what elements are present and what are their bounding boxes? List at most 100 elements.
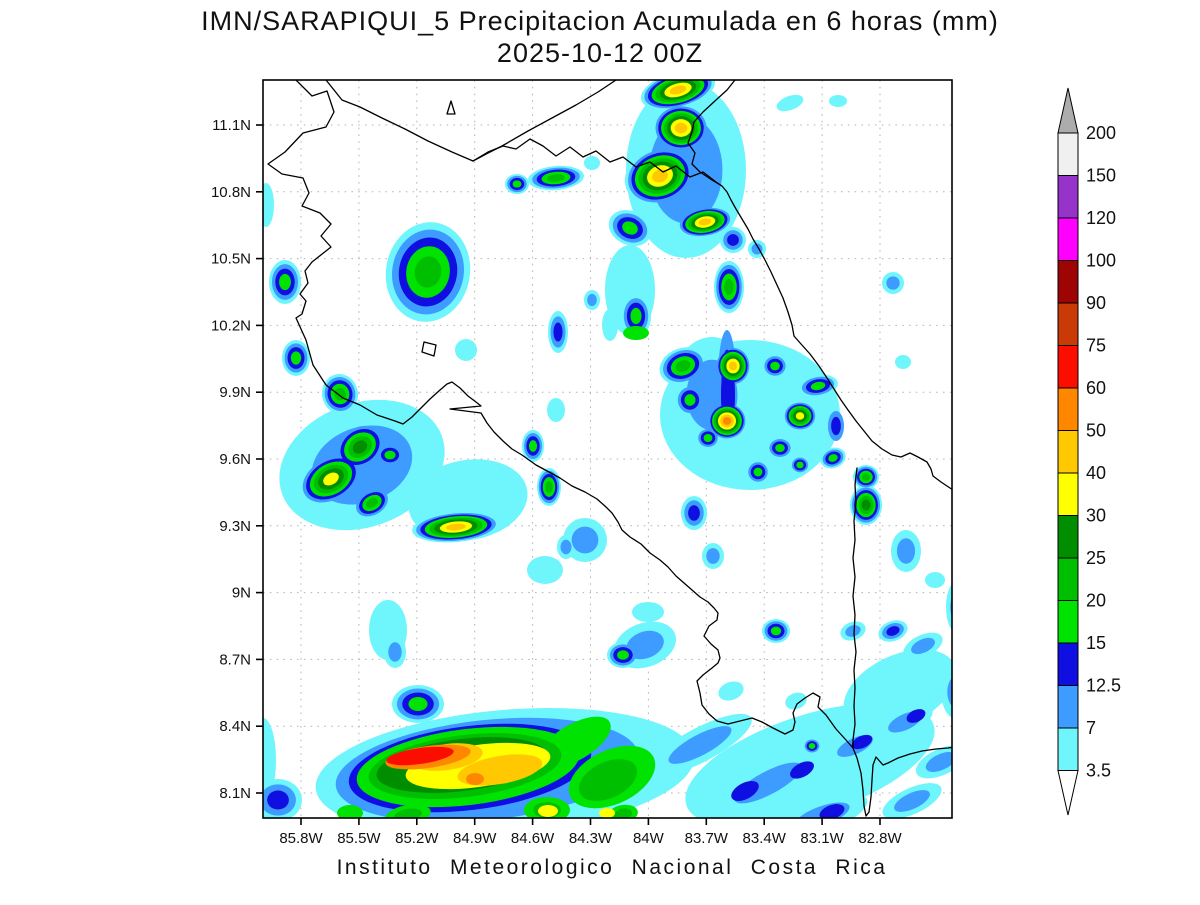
precip-contour-7mm — [751, 243, 763, 255]
precip-contour-15mm — [337, 805, 363, 818]
colorbar-legend: 200 150 120 100 90 75 60 50 40 30 25 20 15 12.5 7 3.5 — [1057, 87, 1121, 816]
precip-contour-40mm — [669, 85, 687, 95]
x-axis-label: 84.3W — [569, 830, 613, 847]
precip-contour-12.5mm — [831, 416, 841, 436]
precip-contour-15mm — [512, 180, 522, 188]
y-axis-label: 10.2N — [211, 317, 251, 334]
y-axis-label: 8.4N — [219, 718, 251, 735]
precip-contour-20mm — [861, 473, 871, 481]
precip-contour-3.5mm — [785, 692, 807, 710]
y-axis-label: 9.3N — [219, 518, 251, 535]
colorbar-segment — [1057, 557, 1079, 601]
precip-contour-3.5mm — [263, 718, 276, 802]
precip-contour-12.5mm — [906, 709, 926, 723]
precip-contour-12.5mm — [819, 804, 845, 818]
precip-contour-15mm — [770, 626, 782, 636]
colorbar-label: 50 — [1086, 421, 1106, 441]
precip-contour-3.5mm — [776, 94, 804, 112]
y-axis-label: 9N — [232, 585, 251, 602]
colorbar-label: 75 — [1086, 336, 1106, 356]
x-axis-label: 83.4W — [743, 830, 787, 847]
precip-contour-25mm — [352, 440, 368, 454]
precip-contour-15mm — [623, 326, 649, 340]
y-axis-label: 11.1N — [212, 117, 251, 134]
precip-contour-12.5mm — [267, 790, 289, 810]
precip-contour-12.5mm — [727, 234, 739, 246]
precip-contour-20mm — [547, 174, 565, 182]
colorbar-label: 3.5 — [1086, 761, 1111, 781]
pacific-coast — [267, 80, 952, 817]
colorbar-segment — [1057, 685, 1079, 729]
colorbar-segment — [1057, 472, 1079, 516]
precip-contour-25mm — [861, 499, 871, 511]
colorbar-segment — [1057, 302, 1079, 346]
precip-contour-30mm — [323, 472, 339, 486]
y-axis-label: 10.8N — [211, 184, 251, 201]
precip-contour-3.5mm — [527, 556, 563, 584]
precip-contour-15mm — [753, 467, 763, 477]
precip-contour-15mm — [290, 351, 302, 365]
precip-contour-12.5mm — [731, 781, 759, 801]
precip-contour-7mm — [947, 677, 952, 707]
caribbean-coast — [687, 80, 952, 490]
precip-contour-3.5mm — [547, 398, 565, 422]
colorbar-under-arrow — [1057, 770, 1079, 816]
precip-contour-3.5mm — [584, 156, 600, 170]
colorbar-label: 100 — [1086, 251, 1116, 271]
precip-contour-40mm — [698, 218, 712, 226]
panama-border — [852, 467, 858, 749]
precip-contour-15mm — [828, 454, 838, 462]
axis-ticks-and-labels: 85.8W 85.5W 85.2W 84.9W 84.6W 84.3W 84W 83.7W 83… — [211, 117, 903, 847]
precip-contour-15mm — [630, 307, 642, 325]
precip-contour-3.5mm — [718, 681, 744, 701]
precip-contour-7mm — [886, 276, 900, 290]
colorbar-segment — [1057, 217, 1079, 261]
map-frame — [262, 79, 953, 819]
precip-contour-12.5mm — [851, 734, 873, 750]
precip-contour-15mm — [384, 450, 396, 460]
precip-contour-7mm — [388, 642, 402, 662]
coastline-layer — [267, 80, 952, 817]
x-axis-label: 83.7W — [685, 830, 729, 847]
precip-contour-7mm — [668, 726, 732, 764]
precip-contour-12.5mm — [688, 505, 700, 521]
precip-contour-3.5mm — [946, 583, 952, 631]
precip-contour-30mm — [599, 808, 615, 818]
precip-contour-30mm — [538, 805, 558, 817]
colorbar-segment — [1057, 260, 1079, 304]
precip-contour-40mm — [728, 361, 738, 371]
colorbar-label: 60 — [1086, 378, 1106, 398]
colorbar-over-arrow — [1057, 87, 1079, 134]
precip-contour-7mm — [894, 790, 930, 812]
y-axis-label: 10.5N — [211, 251, 251, 268]
footer-attribution: Instituto Meteorologico Nacional Costa R… — [337, 856, 888, 879]
precip-contour-15mm — [588, 728, 602, 738]
precip-contour-7mm — [706, 548, 720, 564]
precip-contour-15mm — [684, 394, 696, 406]
precip-contour-30mm — [795, 412, 805, 420]
colorbar-label: 25 — [1086, 548, 1106, 568]
precip-contour-15mm — [775, 443, 785, 453]
lake-nicaragua-se-shore — [472, 80, 617, 162]
precip-contour-7mm — [587, 293, 597, 307]
colorbar-segment — [1057, 345, 1079, 389]
colorbar-label: 90 — [1086, 293, 1106, 313]
precip-contour-20mm — [394, 808, 422, 818]
colorbar-label: 40 — [1086, 463, 1106, 483]
precip-contour-7mm — [626, 630, 664, 660]
gulf-island — [421, 341, 437, 357]
x-axis-label: 82.8W — [858, 830, 902, 847]
chart-subtitle-date: 2025-10-12 00Z — [497, 38, 703, 68]
precip-contour-20mm — [545, 481, 553, 493]
colorbar-segment — [1057, 132, 1079, 176]
x-axis-label: 85.8W — [279, 830, 323, 847]
precip-contour-3.5mm — [455, 339, 477, 361]
precip-contour-20mm — [613, 808, 633, 818]
colorbar-segment — [1057, 430, 1079, 474]
y-axis-label: 9.9N — [219, 384, 251, 401]
colorbar-label: 30 — [1086, 506, 1106, 526]
colorbar-label: 20 — [1086, 591, 1106, 611]
precip-contour-15mm — [408, 696, 428, 712]
